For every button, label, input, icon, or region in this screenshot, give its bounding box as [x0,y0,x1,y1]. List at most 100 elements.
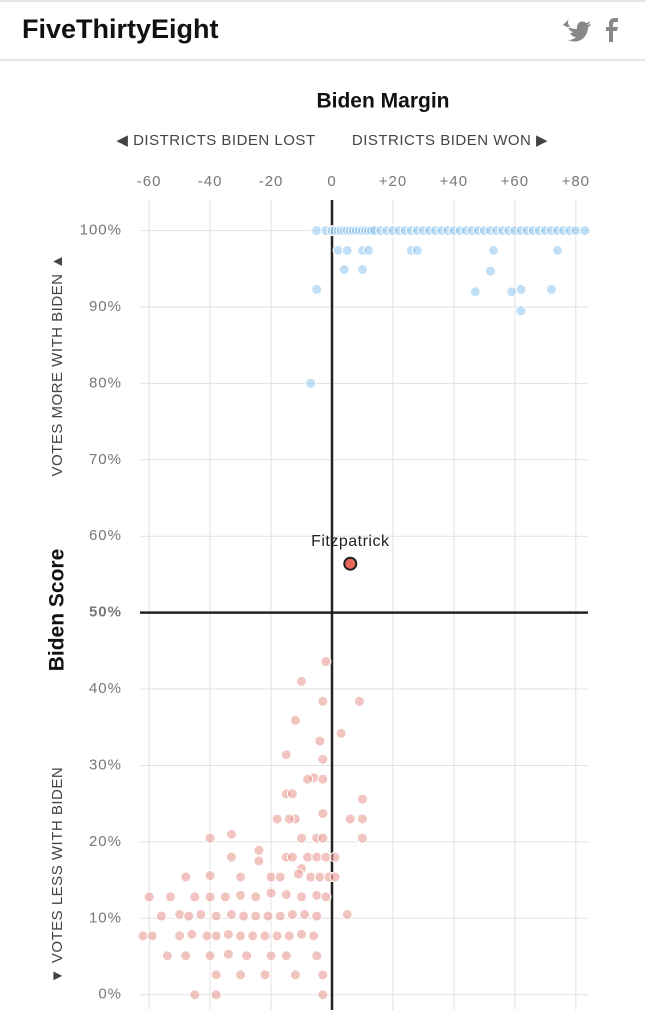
point [195,908,207,920]
point [469,286,481,298]
point [296,891,308,903]
x-tick-label: +20 [379,173,407,190]
point [259,969,271,981]
point [204,950,216,962]
point [204,870,216,882]
point [356,832,368,844]
y-tick-label: 60% [89,527,122,544]
y-tick-label: 80% [89,374,122,391]
point [259,930,271,942]
point [363,244,375,256]
point [238,910,250,922]
point [180,950,192,962]
point [210,930,222,942]
point [488,244,500,256]
point [317,773,329,785]
x-tick-label: -60 [137,173,162,190]
point [271,813,283,825]
annotation: ▼ VOTES LESS WITH BIDEN [49,767,66,983]
point [210,989,222,1001]
point [515,283,527,295]
point [274,871,286,883]
point [283,930,295,942]
point [235,889,247,901]
point [283,813,295,825]
point [247,930,259,942]
point [280,950,292,962]
point [484,265,496,277]
y-tick-label: 100% [80,222,122,239]
header-bar [0,0,645,60]
point [286,908,298,920]
point [332,244,344,256]
point [241,950,253,962]
point [250,910,262,922]
point [305,377,317,389]
point [335,727,347,739]
point [341,908,353,920]
point [289,969,301,981]
point [289,714,301,726]
point [302,851,314,863]
point [222,948,234,960]
point [329,871,341,883]
point [314,735,326,747]
point [164,891,176,903]
point [552,244,564,256]
highlight-point [343,556,358,571]
point [296,675,308,687]
point [329,851,341,863]
point [308,930,320,942]
point [317,969,329,981]
point [201,930,213,942]
point [411,244,423,256]
point [292,868,304,880]
point [570,225,582,237]
point [286,851,298,863]
y-axis-label: Biden Score [46,549,69,672]
facebook-icon[interactable] [606,18,618,42]
point [317,989,329,1001]
x-tick-label: +60 [501,173,529,190]
point [155,910,167,922]
point [311,889,323,901]
point [296,832,308,844]
y-tick-label: 50% [89,604,122,621]
point [210,910,222,922]
point [174,930,186,942]
annotation: DISTRICTS BIDEN WON ▶ [352,132,548,149]
point [305,871,317,883]
point [219,891,231,903]
point [210,969,222,981]
x-tick-label: 0 [327,173,336,190]
point [225,908,237,920]
point [353,695,365,707]
point [341,244,353,256]
point [225,851,237,863]
point [317,832,329,844]
point [344,813,356,825]
point [161,950,173,962]
point [320,851,332,863]
point [311,225,323,237]
x-tick-label: +40 [440,173,468,190]
y-tick-label: 0% [98,986,122,1003]
point [317,808,329,820]
point [265,950,277,962]
point [250,891,262,903]
y-tick-label: 40% [89,680,122,697]
point [356,264,368,276]
x-tick-label: -40 [198,173,223,190]
point [189,989,201,1001]
twitter-icon[interactable] [563,19,591,42]
point [143,891,155,903]
point [253,855,265,867]
point [183,910,195,922]
point [280,749,292,761]
point [222,928,234,940]
point [146,930,158,942]
point [302,773,314,785]
point [204,832,216,844]
site-title[interactable]: FiveThirtyEight [22,14,219,44]
